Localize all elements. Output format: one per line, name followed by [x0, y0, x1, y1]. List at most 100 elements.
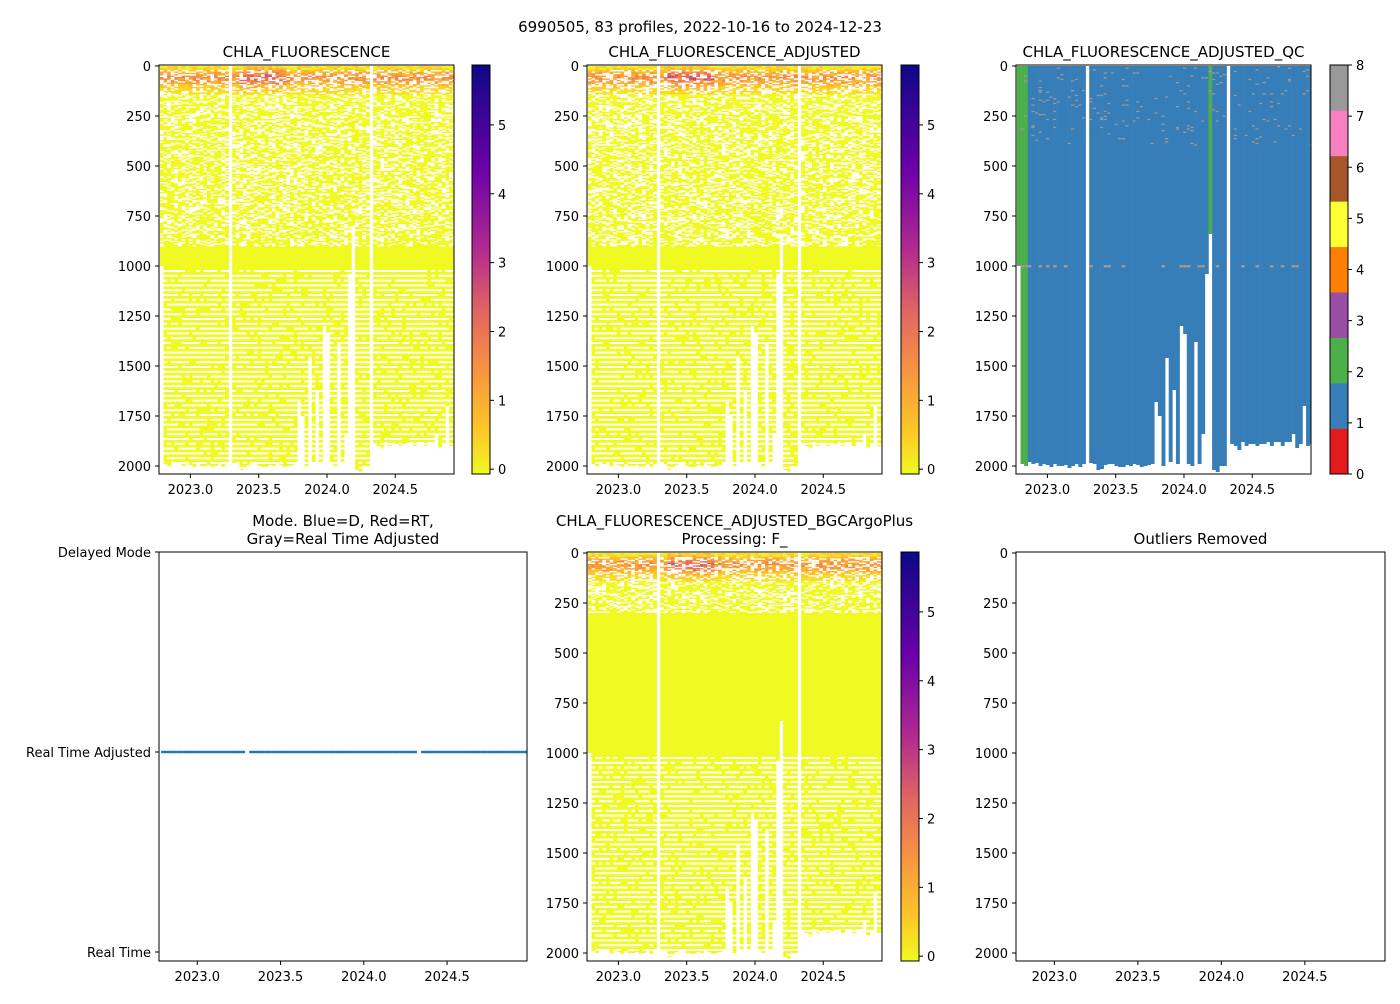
missing-cell: [351, 192, 355, 193]
missing-cell: [192, 95, 196, 96]
missing-cell: [279, 419, 283, 421]
profile-column: [272, 66, 276, 466]
missing-cell: [286, 147, 290, 148]
missing-cell: [341, 204, 345, 205]
heat-cell: [243, 74, 247, 76]
missing-cell: [326, 171, 330, 172]
missing-cell: [341, 299, 345, 301]
missing-cell: [243, 241, 247, 242]
missing-cell: [348, 111, 352, 112]
missing-cell: [250, 230, 254, 231]
missing-cell: [192, 91, 196, 92]
missing-cell: [268, 197, 272, 198]
missing-cell: [250, 299, 254, 301]
missing-cell: [337, 132, 341, 133]
missing-cell: [297, 385, 301, 387]
missing-cell: [323, 165, 327, 166]
missing-cell: [218, 218, 222, 219]
missing-cell: [283, 409, 287, 411]
missing-cell: [211, 74, 215, 75]
missing-cell: [247, 328, 251, 330]
missing-cell: [351, 171, 355, 172]
missing-cell: [272, 200, 276, 201]
missing-cell: [239, 275, 243, 277]
missing-cell: [167, 92, 171, 93]
missing-cell: [323, 120, 327, 121]
missing-cell: [211, 467, 215, 469]
missing-cell: [247, 216, 251, 217]
missing-cell: [192, 308, 196, 310]
missing-cell: [221, 270, 225, 272]
missing-cell: [337, 202, 341, 203]
missing-cell: [258, 216, 262, 217]
missing-cell: [203, 352, 207, 354]
missing-cell: [319, 400, 323, 402]
missing-cell: [286, 106, 290, 107]
missing-cell: [258, 404, 262, 406]
missing-cell: [218, 137, 222, 138]
missing-cell: [283, 140, 287, 141]
missing-cell: [279, 105, 283, 106]
missing-cell: [279, 438, 283, 440]
missing-cell: [341, 223, 345, 224]
missing-cell: [286, 186, 290, 187]
heat-cell: [330, 66, 334, 68]
missing-cell: [286, 137, 290, 138]
missing-cell: [286, 270, 290, 272]
missing-cell: [211, 132, 215, 133]
missing-cell: [265, 174, 269, 175]
heat-cell: [333, 68, 337, 70]
missing-cell: [182, 178, 186, 179]
missing-cell: [272, 366, 276, 368]
missing-cell: [265, 400, 269, 402]
missing-cell: [341, 294, 345, 296]
missing-cell: [185, 404, 189, 406]
missing-cell: [337, 337, 341, 339]
missing-cell: [239, 172, 243, 173]
heat-cell: [160, 72, 164, 74]
missing-cell: [243, 438, 247, 440]
missing-cell: [351, 151, 355, 152]
missing-cell: [261, 190, 265, 191]
heat-cell: [250, 66, 254, 68]
missing-cell: [232, 332, 236, 334]
missing-cell: [294, 196, 298, 197]
missing-cell: [211, 409, 215, 411]
missing-cell: [330, 203, 334, 204]
heat-cell: [250, 82, 254, 84]
missing-cell: [192, 210, 196, 211]
missing-cell: [341, 120, 345, 121]
missing-cell: [268, 218, 272, 219]
missing-cell: [304, 137, 308, 138]
heat-cell: [160, 88, 164, 90]
missing-cell: [319, 462, 323, 464]
missing-cell: [315, 126, 319, 127]
missing-cell: [312, 438, 316, 440]
missing-cell: [225, 162, 229, 163]
missing-cell: [297, 74, 301, 75]
missing-cell: [196, 111, 200, 112]
missing-cell: [341, 140, 345, 141]
heat-cell: [178, 88, 182, 90]
missing-cell: [174, 328, 178, 330]
heat-cell: [344, 66, 348, 68]
missing-cell: [319, 165, 323, 166]
missing-cell: [351, 232, 355, 233]
missing-cell: [333, 165, 337, 166]
missing-cell: [301, 224, 305, 225]
missing-cell: [290, 244, 294, 245]
missing-cell: [243, 223, 247, 224]
missing-cell: [236, 189, 240, 190]
missing-cell: [341, 395, 345, 397]
missing-cell: [265, 318, 269, 320]
missing-cell: [221, 280, 225, 282]
missing-cell: [225, 158, 229, 159]
missing-cell: [283, 192, 287, 193]
missing-cell: [250, 366, 254, 368]
missing-cell: [164, 376, 168, 378]
profile-column: [312, 66, 316, 462]
missing-cell: [182, 120, 186, 121]
missing-cell: [315, 98, 319, 99]
missing-cell: [196, 112, 200, 113]
missing-cell: [341, 371, 345, 373]
